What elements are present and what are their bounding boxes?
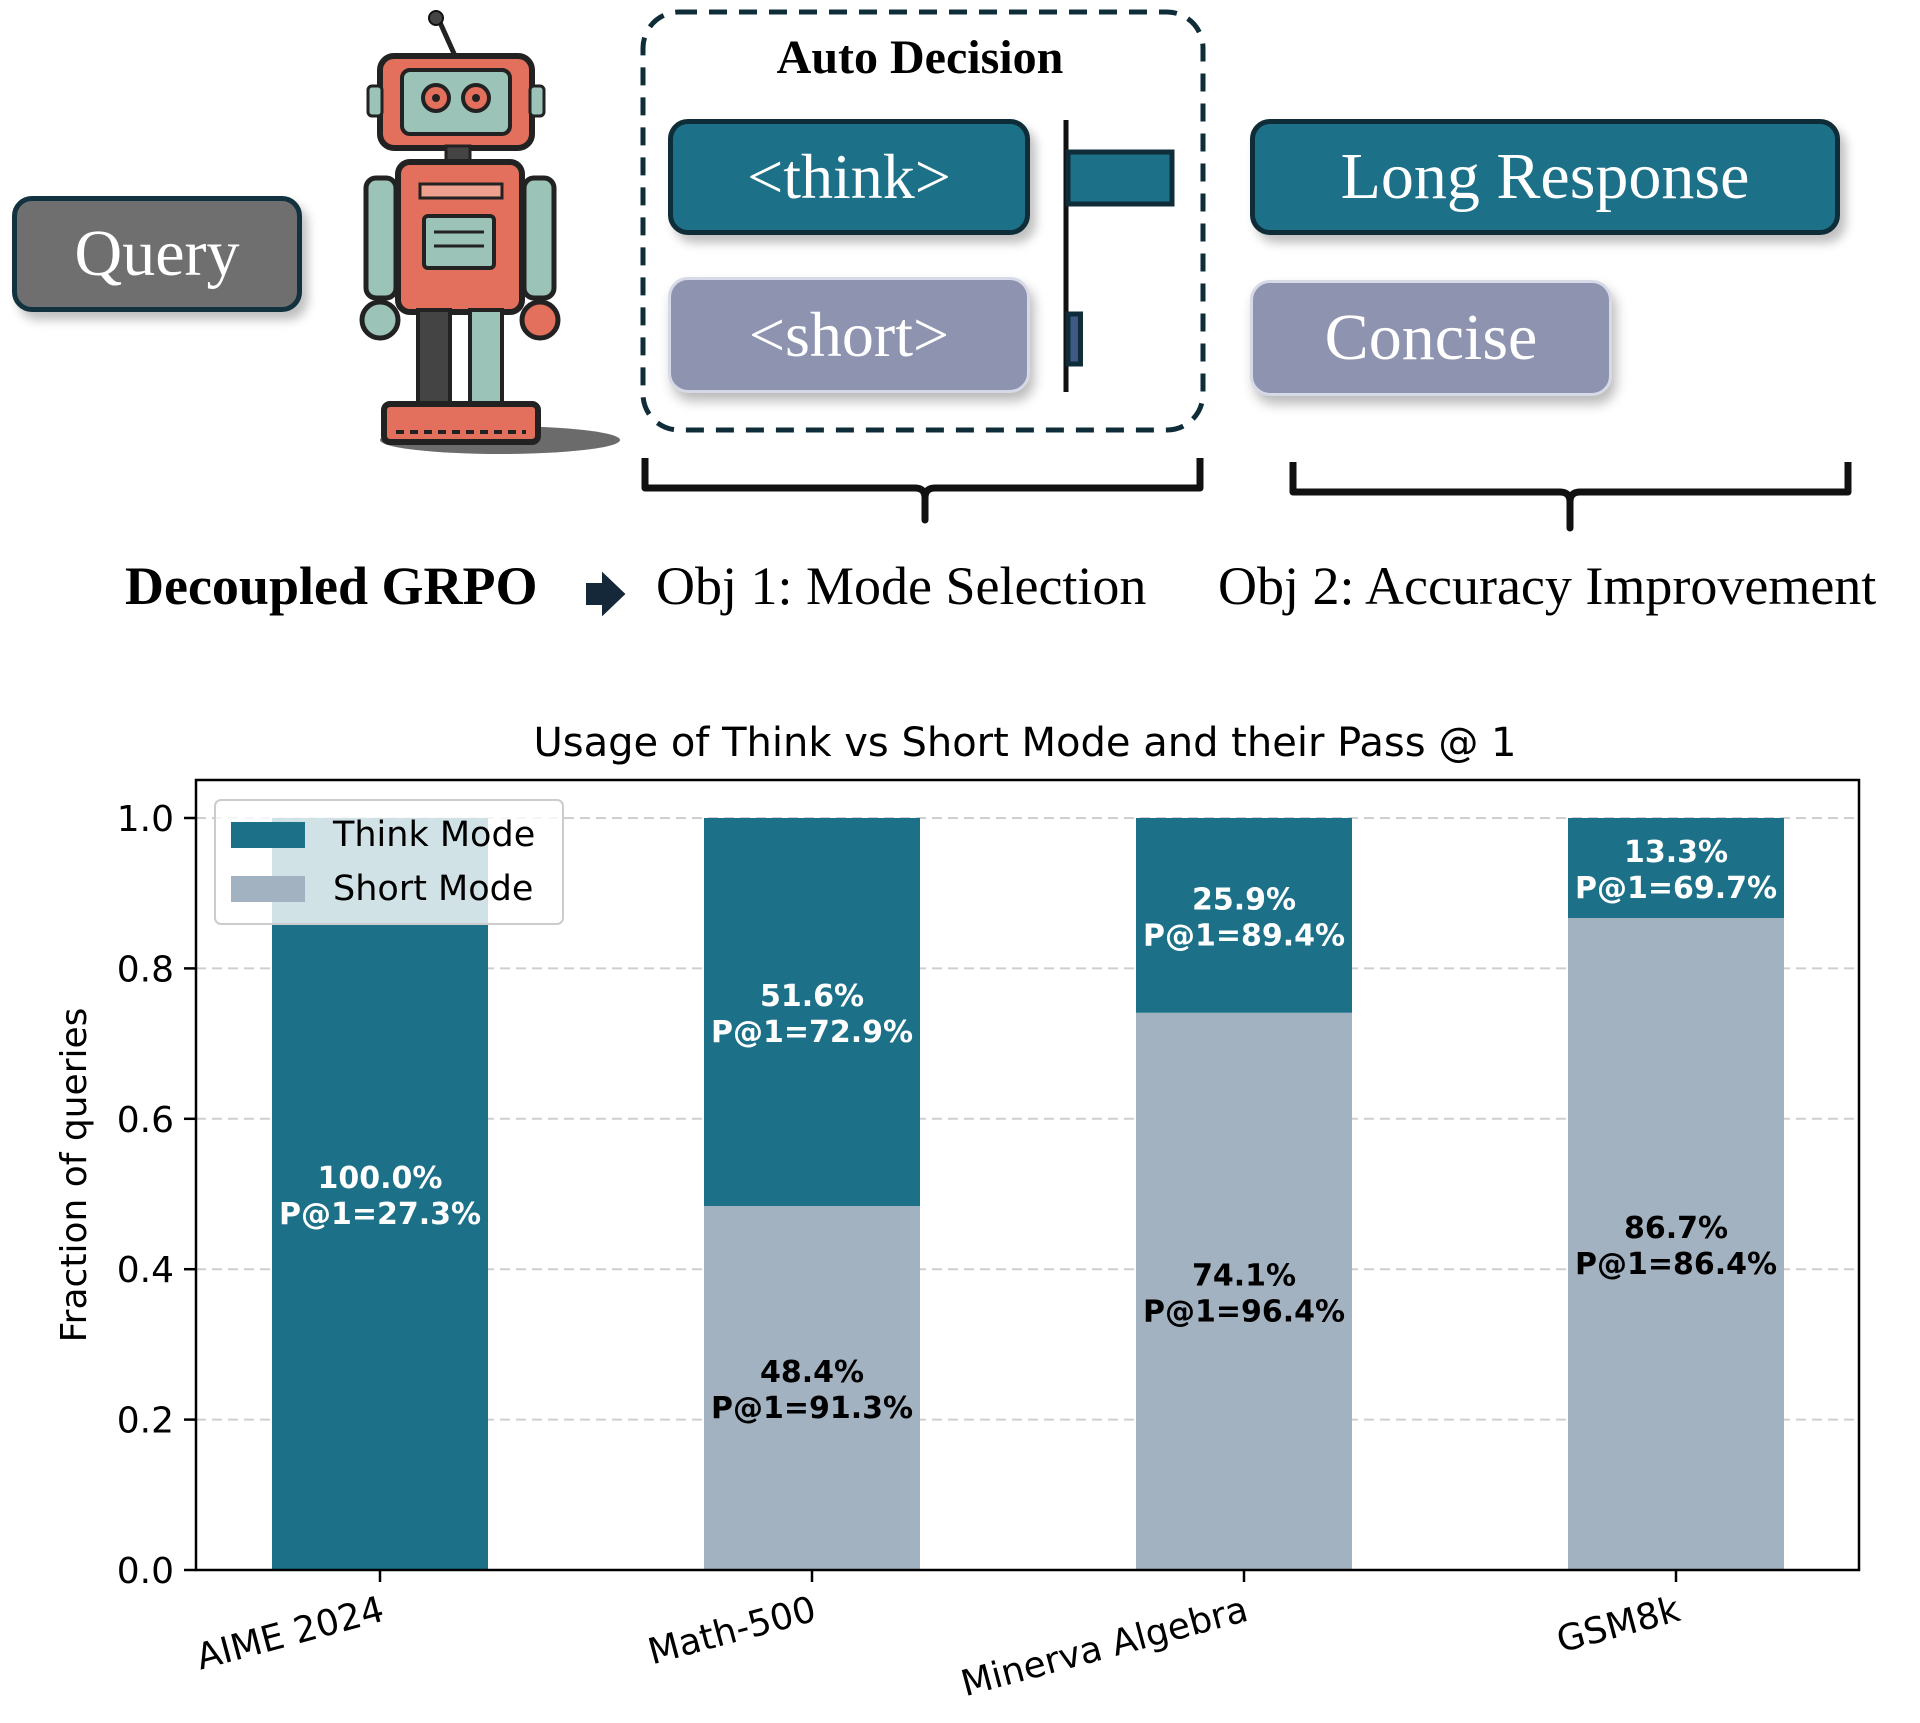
legend-label-think-mode: Think Mode [332,815,535,855]
bar-label-think-percent: 25.9% [1192,882,1296,917]
mode-usage-chart: Usage of Think vs Short Mode and their P… [54,720,1861,1705]
x-tick-label: Minerva Algebra [957,1589,1253,1705]
bar-short-mode [1136,1012,1352,1570]
y-tick-label: 0.6 [117,1100,174,1141]
method-label: Decoupled GRPO [125,556,538,616]
legend-swatch-short-mode [231,876,305,902]
bar-label-think-pass: P@1=27.3% [279,1197,481,1232]
y-tick-label: 0.4 [117,1250,174,1291]
bar-label-think-percent: 100.0% [318,1161,443,1196]
bar-short-mode [704,1206,920,1570]
bar-label-short-percent: 48.4% [760,1355,864,1390]
x-tick-label: Math-500 [644,1589,821,1673]
diagram-canvas [359,9,1852,617]
long-response-label: Long Response [1340,140,1750,213]
bar-label-think-pass: P@1=69.7% [1575,871,1777,906]
bar-label-think-pass: P@1=89.4% [1143,918,1345,953]
bar-label-short-pass: P@1=96.4% [1143,1294,1345,1329]
bar-think-mode [272,818,488,1570]
y-tick-label: 0.8 [117,949,174,990]
bar-think-mode [1568,818,1784,919]
x-tick-label: AIME 2024 [192,1589,388,1678]
objective-2-label: Obj 2: Accuracy Improvement [1218,556,1877,616]
bar-short-mode [1568,918,1784,1570]
short-mode-level-bar [1065,311,1083,367]
short-tag-box: <short> [668,277,1030,393]
think-tag-label: <think> [747,141,951,212]
legend-swatch-think-mode [231,822,305,848]
bar-label-short-pass: P@1=86.4% [1575,1247,1777,1282]
bar-label-think-percent: 51.6% [760,979,864,1014]
plot-frame [194,778,1861,1572]
bar-label-short-percent: 74.1% [1192,1258,1296,1293]
think-mode-level-bar [1065,149,1175,207]
y-tick-label: 0.2 [117,1401,174,1442]
auto-decision-frame [640,9,1206,433]
objective-1-bracket [641,458,1204,524]
query-box: Query [12,196,302,312]
concise-label: Concise [1324,301,1538,374]
y-tick-label: 0.0 [117,1551,174,1592]
x-tick-label: GSM8k [1552,1589,1684,1661]
auto-decision-title: Auto Decision [776,31,1064,84]
query-label: Query [74,217,240,290]
y-tick-label: 1.0 [117,799,174,840]
bar-label-short-percent: 86.7% [1624,1211,1728,1246]
objective-1-label: Obj 1: Mode Selection [656,556,1147,616]
bar-label-think-pass: P@1=72.9% [711,1015,913,1050]
robot-icon [359,10,620,454]
objective-2-bracket [1289,462,1852,532]
concise-box: Concise [1250,280,1612,396]
long-response-box: Long Response [1250,119,1840,235]
short-tag-label: <short> [748,299,950,370]
bar-think-mode [704,818,920,1207]
y-axis-title: Fraction of queries [54,1008,95,1343]
right-arrow-icon [586,571,626,617]
think-tag-box: <think> [668,119,1030,235]
chart-title: Usage of Think vs Short Mode and their P… [533,720,1516,766]
bar-think-mode [1136,818,1352,1013]
bar-label-think-percent: 13.3% [1624,835,1728,870]
legend-label-short-mode: Short Mode [333,869,533,909]
bar-label-short-pass: P@1=91.3% [711,1391,913,1426]
